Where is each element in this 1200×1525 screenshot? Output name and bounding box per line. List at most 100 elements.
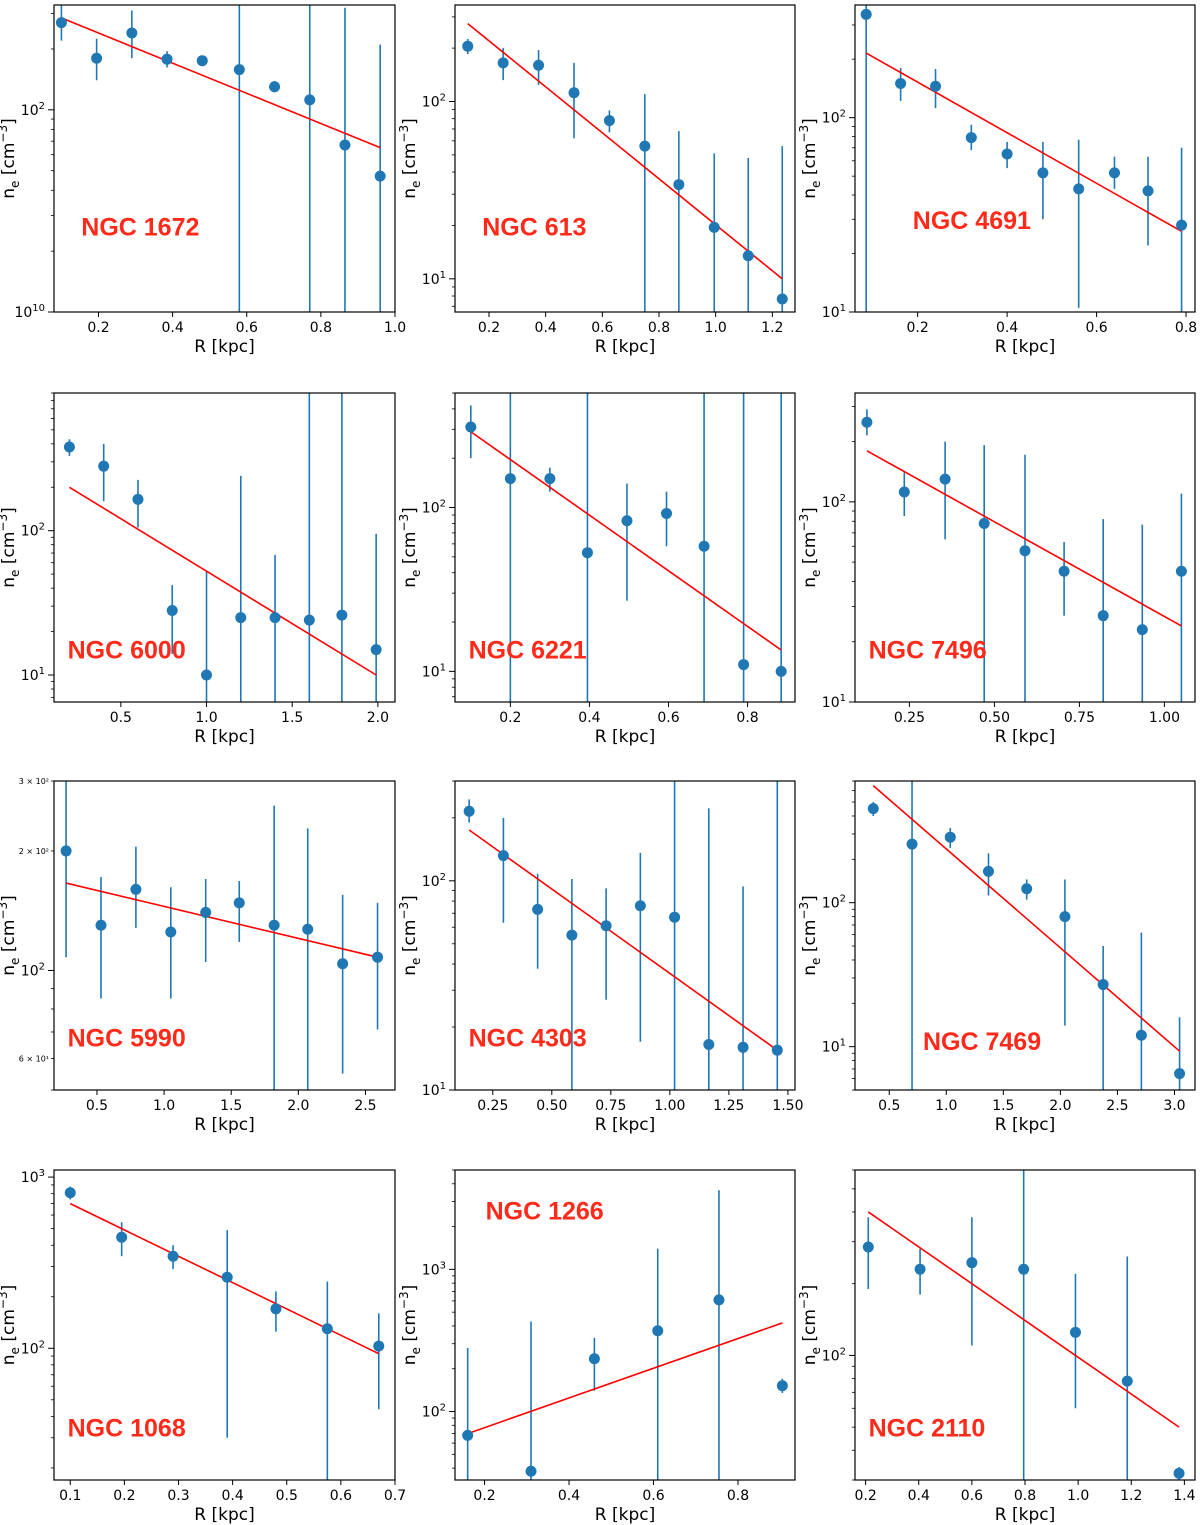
data-point: [63, 441, 75, 453]
data-point: [898, 486, 910, 498]
plot-area: [860, 5, 1188, 312]
galaxy-label: NGC 613: [482, 213, 586, 241]
x-tick-label: 1.0: [195, 710, 217, 726]
x-tick-label: 0.5: [86, 1098, 108, 1114]
plot-area: [60, 781, 384, 1090]
data-point: [372, 951, 384, 963]
data-point: [1069, 1326, 1081, 1338]
y-tick-label: 101: [422, 270, 446, 288]
axes-frame: [53, 4, 396, 313]
data-point: [1097, 979, 1109, 991]
data-point: [566, 929, 578, 941]
y-tick-label: 101: [822, 1038, 846, 1056]
data-point: [895, 77, 907, 89]
y-tick-label: 101: [21, 666, 45, 684]
y-tick-label: 102: [21, 1339, 45, 1357]
data-point: [1001, 148, 1013, 160]
panel-ngc-7496: 0.25 0.50 0.75 1.00 101 102 R [kpc] ne [cm−3] NG…: [797, 392, 1196, 747]
data-point: [235, 612, 247, 624]
plot-area: [63, 393, 382, 702]
data-point: [1176, 219, 1188, 231]
x-axis-label: R [kpc]: [194, 337, 254, 357]
data-point: [373, 1340, 385, 1352]
data-point: [639, 140, 651, 152]
fit-line: [872, 785, 1181, 1052]
x-tick-label: 0.25: [477, 1098, 508, 1114]
fit-line: [467, 1322, 783, 1435]
x-axis-label: R [kpc]: [995, 1505, 1055, 1525]
axes-frame: [53, 1169, 396, 1481]
data-point: [1174, 1068, 1186, 1080]
plot-area: [462, 1190, 788, 1480]
x-tick-label: 2.0: [367, 710, 389, 726]
data-point: [321, 1323, 333, 1335]
plot-area: [862, 1170, 1185, 1480]
x-tick-label: 0.6: [1085, 320, 1107, 336]
x-tick-label: 0.4: [558, 1488, 580, 1504]
data-point: [568, 87, 580, 99]
x-tick-label: 0.50: [536, 1098, 567, 1114]
data-point: [742, 250, 754, 262]
data-point: [1175, 565, 1187, 577]
panel-ngc-5990: 0.5 1.0 1.5 2.0 2.5 102 3 × 10² 2 × 10² 6 × 10¹ R…: [0, 777, 396, 1135]
data-point: [939, 473, 951, 485]
data-point: [126, 27, 138, 39]
x-tick-label: 0.50: [979, 710, 1010, 726]
data-point: [1019, 545, 1031, 557]
x-tick-label: 0.6: [236, 320, 258, 336]
x-tick-label: 1.00: [1149, 710, 1180, 726]
data-point: [861, 416, 873, 428]
galaxy-label: NGC 7496: [869, 637, 987, 665]
data-point: [771, 1044, 783, 1056]
plot-area: [463, 781, 783, 1090]
data-point: [269, 81, 281, 93]
data-point: [860, 8, 872, 20]
y-tick-label: 102: [822, 109, 846, 127]
fit-line: [467, 22, 783, 280]
data-point: [268, 919, 280, 931]
x-tick-label: 3.0: [1163, 1098, 1185, 1114]
galaxy-label: NGC 4691: [913, 207, 1031, 235]
y-axis-label: ne [cm−3]: [0, 118, 22, 198]
data-point: [497, 850, 509, 862]
panel-ngc-1068: 0.1 0.2 0.3 0.4 0.5 0.6 0.7 102 103 R [kpc] ne [cm…: [0, 1168, 406, 1525]
x-tick-label: 0.6: [591, 320, 613, 336]
data-point: [1021, 883, 1033, 895]
data-point: [233, 64, 245, 76]
axes-frame: [454, 780, 796, 1091]
panel-ngc-7469: 0.5 1.0 1.5 2.0 2.5 3.0 101 102 R [kpc] ne [cm−3]…: [797, 780, 1196, 1135]
x-tick-label: 0.75: [1064, 710, 1095, 726]
x-tick-label: 0.7: [384, 1488, 406, 1504]
y-tick-label: 101: [422, 662, 446, 680]
galaxy-label: NGC 1068: [68, 1415, 186, 1443]
data-point: [966, 1257, 978, 1269]
data-point: [161, 53, 173, 65]
x-tick-label: 2.0: [1049, 1098, 1071, 1114]
data-point: [302, 923, 314, 935]
data-point: [669, 911, 681, 923]
data-point: [55, 17, 67, 29]
data-point: [525, 1465, 537, 1477]
data-point: [196, 55, 208, 67]
x-tick-label: 0.3: [167, 1488, 189, 1504]
plot-area: [462, 22, 788, 312]
data-point: [776, 1380, 788, 1392]
y-axis-label: ne [cm−3]: [397, 1285, 423, 1365]
x-tick-label: 1.2: [1120, 1488, 1142, 1504]
x-tick-label: 1.5: [220, 1098, 242, 1114]
plot-area: [867, 781, 1186, 1090]
y-minor-tick-label: 3 × 10²: [19, 777, 49, 786]
x-tick-label: 0.2: [499, 710, 521, 726]
axes-frame: [53, 392, 396, 703]
y-axis-label: ne [cm−3]: [0, 507, 22, 587]
data-point: [95, 919, 107, 931]
data-point: [930, 80, 942, 92]
x-tick-label: 0.4: [996, 320, 1018, 336]
x-tick-label: 0.2: [906, 320, 928, 336]
axes-frame: [454, 392, 796, 703]
fit-line: [468, 829, 778, 1051]
x-axis-label: R [kpc]: [595, 337, 655, 357]
x-tick-label: 0.8: [736, 710, 758, 726]
axes-frame: [454, 1169, 796, 1481]
y-tick-label: 102: [822, 894, 846, 912]
